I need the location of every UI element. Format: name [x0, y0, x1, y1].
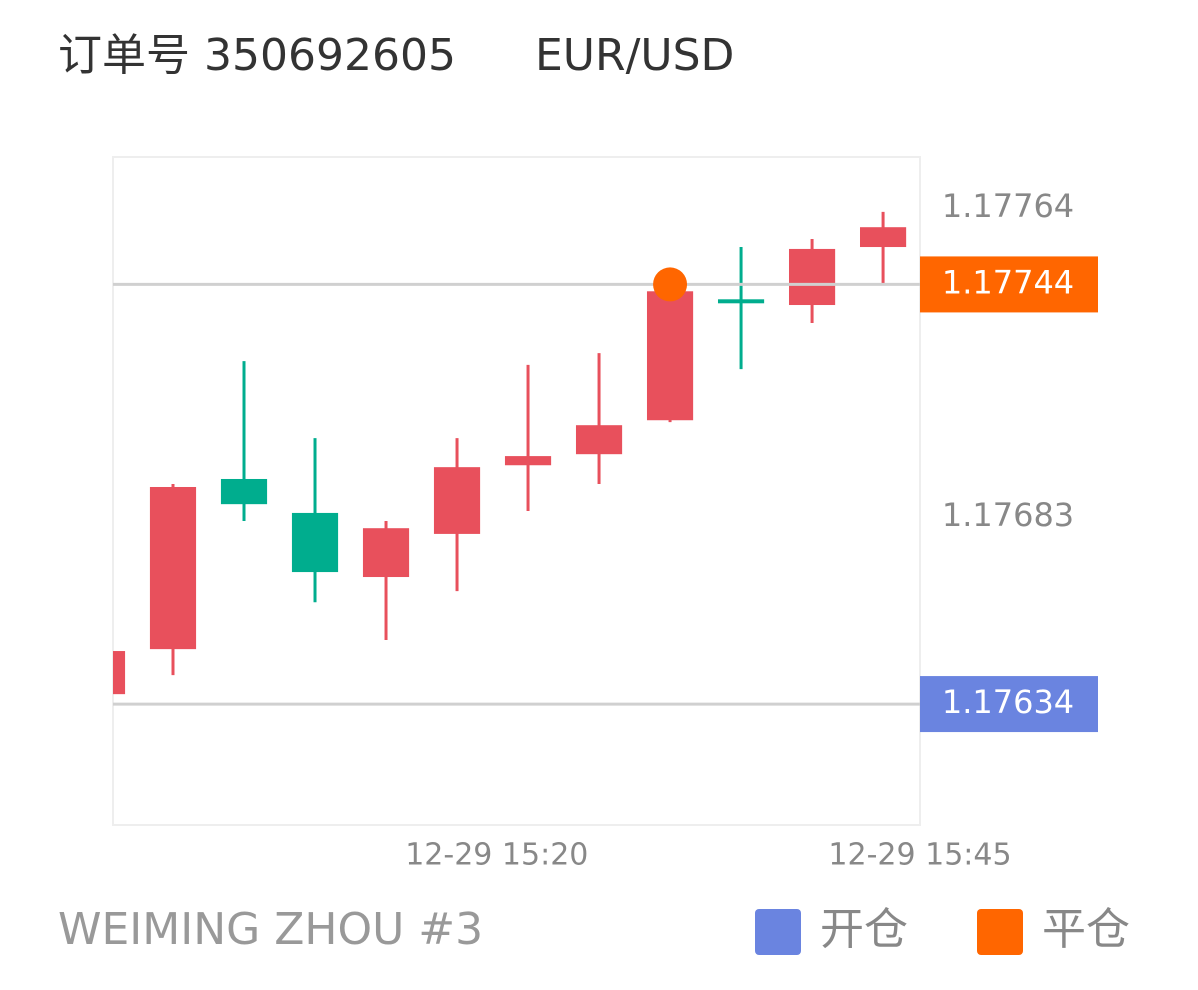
- y-tick-label: 1.17764: [942, 187, 1074, 225]
- level-label: 1.17634: [942, 683, 1074, 721]
- legend-label: 平仓: [1042, 904, 1130, 955]
- candle-body: [575, 425, 623, 455]
- candle-body: [859, 227, 907, 248]
- legend-label: 开仓: [820, 904, 908, 955]
- candle-body: [717, 299, 765, 304]
- candle-body: [220, 478, 268, 505]
- close-marker: [653, 267, 688, 302]
- chart-subtitle: EUR/USD: [535, 30, 734, 81]
- candle-body: [433, 467, 481, 534]
- chart-title: 订单号 350692605: [58, 30, 456, 81]
- plot-area: [113, 211, 907, 695]
- legend-swatch: [977, 909, 1023, 955]
- y-tick-label: 1.17683: [942, 496, 1074, 534]
- candle-body: [291, 512, 339, 573]
- level-label: 1.17744: [942, 263, 1074, 301]
- x-tick-label: 12-29 15:20: [405, 838, 588, 873]
- candle-body: [362, 528, 410, 578]
- candle-body: [646, 291, 694, 421]
- candle-body: [149, 486, 197, 650]
- candle-body: [504, 456, 552, 466]
- plot-frame: [112, 156, 921, 826]
- x-tick-label: 12-29 15:45: [828, 838, 1011, 873]
- candle-body: [113, 651, 126, 695]
- level-badge: [920, 256, 1098, 313]
- legend-swatch: [755, 909, 801, 955]
- candle-body: [788, 248, 836, 306]
- level-badge: [920, 676, 1098, 733]
- account-label: WEIMING ZHOU #3: [58, 904, 483, 955]
